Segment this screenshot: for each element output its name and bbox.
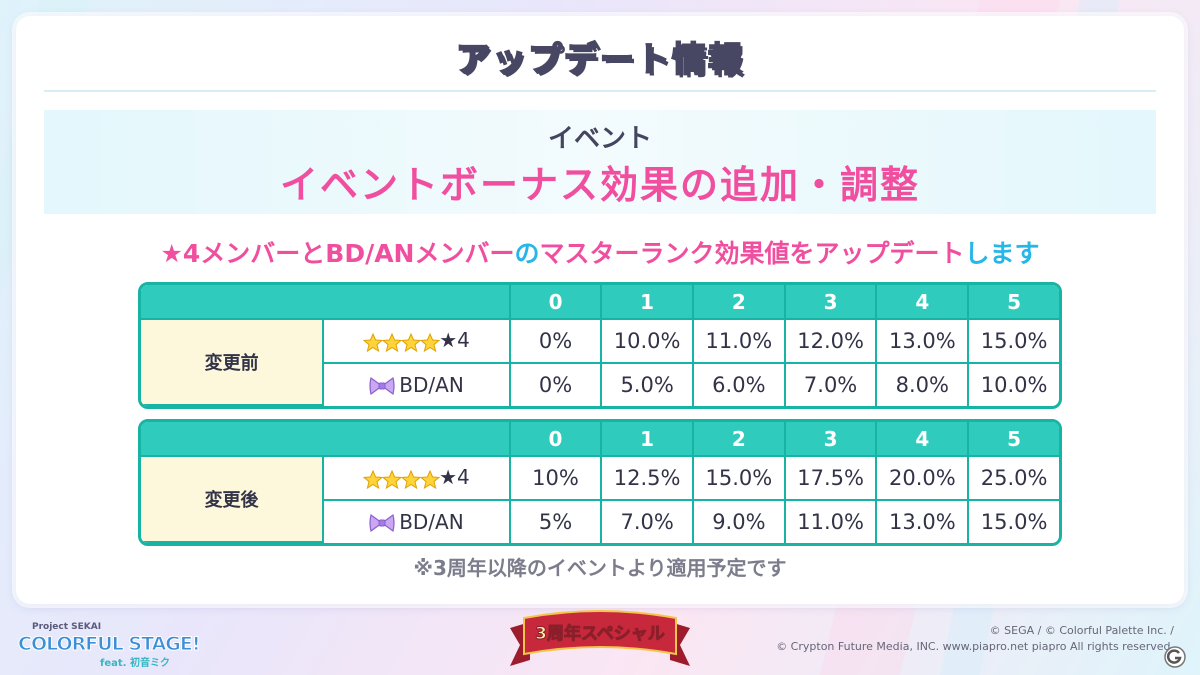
header-empty-cell bbox=[141, 285, 511, 320]
table-header-row: 0 1 2 3 4 5 bbox=[141, 285, 1059, 320]
four-star-icons bbox=[363, 467, 441, 491]
anniversary-ribbon-label: 3周年スペシャル bbox=[535, 624, 666, 645]
value-cell: 8.0% bbox=[877, 364, 970, 406]
value-cell: 10.0% bbox=[980, 373, 1048, 397]
star-icon bbox=[363, 470, 384, 490]
copyright-line-2: © Crypton Future Media, INC. www.piapro.… bbox=[776, 640, 1174, 653]
logo-project-sekai: Project SEKAI bbox=[32, 622, 102, 632]
footnote: ※3周年以降のイベントより適用予定です bbox=[413, 556, 787, 580]
group-label: 変更前 bbox=[141, 320, 325, 406]
value-cell: 10.0% bbox=[602, 320, 694, 364]
value-cell: 5.0% bbox=[602, 364, 694, 406]
col-header: 4 bbox=[877, 422, 970, 457]
value-cell: 15.0% bbox=[969, 320, 1059, 364]
value-cell: 5% bbox=[511, 501, 603, 543]
header-empty-cell bbox=[141, 422, 511, 457]
col-header: 5 bbox=[969, 422, 1059, 457]
value-cell: 0% bbox=[511, 364, 603, 406]
section-subtitle: イベント bbox=[547, 124, 652, 154]
star-icon bbox=[420, 470, 441, 490]
row-label-text: ★4 bbox=[439, 328, 470, 353]
anniversary-ribbon-icon bbox=[510, 610, 690, 666]
star-icon bbox=[363, 333, 384, 353]
table-row: BD/AN 5% 7.0% 9.0% 11.0% 13.0% 15.0% bbox=[141, 501, 1059, 543]
value-cell: 9.0% bbox=[694, 501, 786, 543]
table-row: 変更前 ★4 0% 10.0% 11.0% 12.0% 13.0% 15.0% bbox=[141, 320, 1059, 406]
headline-part3: マスターランク効果値をアップデート bbox=[539, 239, 965, 268]
copyright-line-1: © SEGA / © Colorful Palette Inc. / bbox=[989, 624, 1174, 637]
value-cell: 20.0% bbox=[877, 457, 970, 501]
row-label: BD/AN bbox=[324, 501, 511, 543]
value-cell: 15.0% bbox=[694, 457, 786, 501]
group-label: 変更後 bbox=[141, 457, 325, 543]
row-label-text: ★4 bbox=[439, 465, 470, 490]
star-icon bbox=[401, 333, 422, 353]
star-icon bbox=[382, 333, 403, 353]
logo-feat: feat. 初音ミク bbox=[100, 658, 170, 669]
value-cell: 15.0% bbox=[980, 510, 1048, 534]
col-header: 1 bbox=[602, 422, 694, 457]
col-header: 2 bbox=[693, 285, 786, 320]
col-header: 0 bbox=[510, 422, 603, 457]
headline-part1: ★4メンバーとBD/ANメンバー bbox=[160, 239, 515, 268]
page-title: アップデート情報 bbox=[455, 39, 744, 81]
value-cell: 25.0% bbox=[969, 457, 1059, 501]
value-cell: 17.5% bbox=[785, 457, 878, 501]
section-title: イベントボーナス効果の追加・調整 bbox=[279, 163, 920, 207]
col-header: 1 bbox=[602, 285, 694, 320]
row-label-text: BD/AN bbox=[399, 509, 464, 534]
ribbon-bow-icon bbox=[369, 514, 395, 533]
table-after: 0 1 2 3 4 5 変更後 ★4 10% 12.5% 15.0% 17.5%… bbox=[138, 419, 1062, 546]
col-header: 3 bbox=[785, 422, 878, 457]
value-cell: 6.0% bbox=[694, 364, 786, 406]
site-logo-icon bbox=[1164, 646, 1186, 668]
value-cell: 11.0% bbox=[786, 501, 878, 543]
value-cell: 13.0% bbox=[877, 501, 970, 543]
value-cell: 12.5% bbox=[602, 457, 694, 501]
ribbon-bow-icon bbox=[369, 377, 395, 396]
value-cell: 13.0% bbox=[877, 320, 970, 364]
row-label: ★4 bbox=[324, 320, 511, 364]
logo-colorful-stage: COLORFUL STAGE! bbox=[18, 633, 202, 656]
value-cell: 10% bbox=[510, 457, 603, 501]
table-header-row: 0 1 2 3 4 5 bbox=[141, 422, 1059, 457]
value-cell: 11.0% bbox=[693, 320, 786, 364]
headline: ★4メンバーとBD/ANメンバーのマスターランク効果値をアップデートします bbox=[0, 234, 1200, 270]
col-header: 2 bbox=[694, 422, 786, 457]
table-row: BD/AN 0% 5.0% 6.0% 7.0% 8.0% 10.0% bbox=[141, 364, 1059, 406]
four-star-icons bbox=[363, 330, 441, 354]
title-divider bbox=[44, 90, 1156, 92]
col-header: 3 bbox=[785, 285, 878, 320]
col-header: 5 bbox=[969, 285, 1059, 320]
value-cell: 12.0% bbox=[785, 320, 878, 364]
col-header: 0 bbox=[510, 285, 603, 320]
row-label-text: BD/AN bbox=[399, 372, 464, 397]
star-icon bbox=[382, 470, 403, 490]
star-icon bbox=[401, 470, 422, 490]
star-icon bbox=[420, 333, 441, 353]
table-row: 変更後 ★4 10% 12.5% 15.0% 17.5% 20.0% 25.0% bbox=[141, 457, 1059, 543]
col-header: 4 bbox=[877, 285, 970, 320]
row-label: ★4 bbox=[324, 457, 511, 501]
headline-part2: の bbox=[514, 239, 540, 268]
row-label: BD/AN bbox=[324, 364, 511, 406]
value-cell: 7.0% bbox=[602, 501, 694, 543]
value-cell: 7.0% bbox=[786, 364, 878, 406]
headline-part4: します bbox=[964, 239, 1040, 268]
table-before: 0 1 2 3 4 5 変更前 ★4 0% 10.0% 11.0% 12.0% … bbox=[138, 282, 1062, 409]
value-cell: 0% bbox=[510, 320, 603, 364]
section-band bbox=[44, 110, 1156, 214]
